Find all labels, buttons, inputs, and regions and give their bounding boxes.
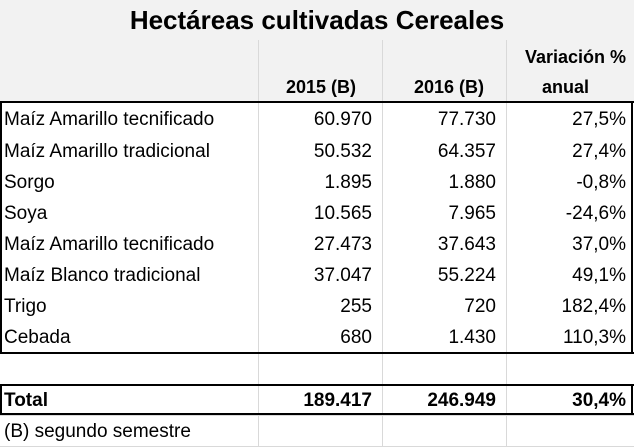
row-value-2016: 64.357 (437, 141, 496, 162)
row-value-2015: 37.047 (313, 265, 372, 286)
row-label: Cebada (4, 327, 71, 348)
grid-line (382, 40, 383, 447)
total-border-top (0, 384, 634, 386)
row-variacion: 110,3% (562, 327, 626, 348)
row-value-2016: 55.224 (437, 265, 496, 286)
row-label: Trigo (4, 296, 47, 317)
header-variacion-line2: anual (542, 77, 590, 97)
total-label: Total (4, 390, 48, 411)
row-variacion: 37,0% (572, 234, 626, 255)
row-label: Maíz Amarillo tecnificado (4, 234, 215, 255)
header-2015: 2015 (B) (285, 77, 356, 97)
row-variacion: -0,8% (576, 172, 626, 193)
row-variacion: -24,6% (565, 203, 626, 224)
total-border-right (631, 384, 633, 415)
row-label: Sorgo (4, 172, 55, 193)
grid-line (258, 40, 259, 447)
row-variacion: 182,4% (561, 296, 626, 317)
row-value-2015: 60.970 (313, 109, 372, 130)
table-title: Hectáreas cultivadas Cereales (0, 0, 634, 40)
table-border-bottom (0, 352, 634, 354)
table-border-right (631, 101, 633, 354)
total-value-2015: 189.417 (303, 390, 372, 411)
grid-line (506, 40, 507, 447)
row-label: Maíz Blanco tradicional (4, 265, 201, 286)
table-border-top (0, 101, 634, 103)
table-border-left (0, 101, 2, 354)
row-value-2015: 680 (340, 327, 372, 348)
row-value-2016: 7.965 (448, 203, 496, 224)
row-value-2016: 1.430 (448, 327, 496, 348)
row-value-2015: 1.895 (324, 172, 372, 193)
row-variacion: 27,5% (572, 109, 626, 130)
row-value-2016: 720 (464, 296, 496, 317)
row-value-2016: 37.643 (437, 234, 496, 255)
footnote: (B) segundo semestre (4, 421, 191, 442)
row-value-2015: 255 (340, 296, 372, 317)
row-label: Maíz Amarillo tradicional (4, 141, 210, 162)
row-label: Maíz Amarillo tecnificado (4, 109, 215, 130)
row-value-2015: 27.473 (313, 234, 372, 255)
row-value-2016: 1.880 (448, 172, 496, 193)
header-variacion-line1: Variación % (524, 47, 626, 67)
total-value-2016: 246.949 (427, 390, 496, 411)
total-border-bottom (0, 413, 634, 415)
total-border-left (0, 384, 2, 415)
row-value-2015: 10.565 (313, 203, 372, 224)
row-variacion: 27,4% (572, 141, 626, 162)
total-variacion: 30,4% (572, 390, 626, 411)
row-value-2015: 50.532 (313, 141, 372, 162)
row-variacion: 49,1% (572, 265, 626, 286)
row-label: Soya (4, 203, 48, 224)
header-2016: 2016 (B) (413, 77, 484, 97)
grid-line (0, 415, 634, 416)
row-value-2016: 77.730 (437, 109, 496, 130)
